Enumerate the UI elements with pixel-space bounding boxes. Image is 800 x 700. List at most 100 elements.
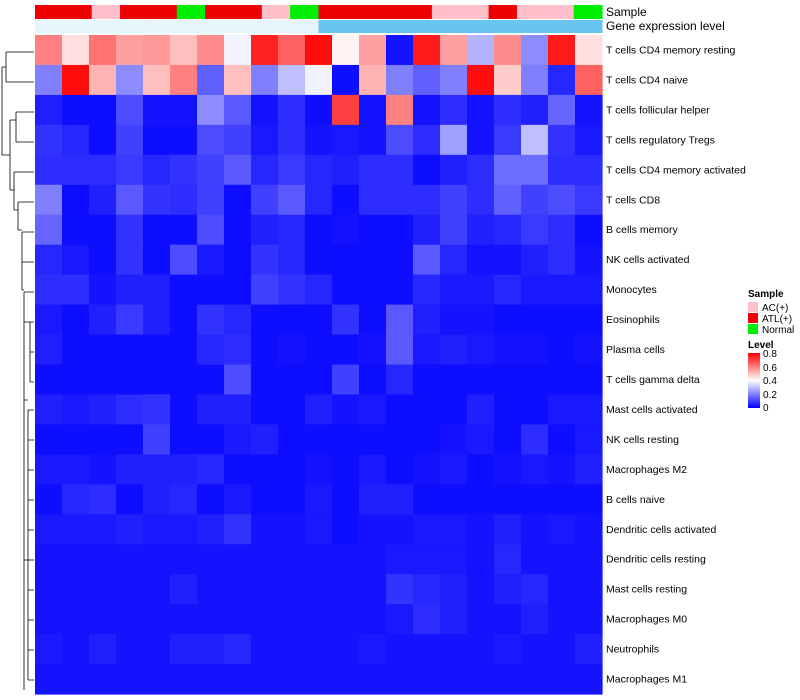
- heatmap-cell: [440, 424, 468, 455]
- row-label: Eosinophils: [606, 314, 660, 326]
- dendrogram-branch: [9, 119, 16, 191]
- heatmap-cell: [89, 514, 117, 545]
- heatmap-cell: [359, 244, 387, 276]
- heatmap-cell: [575, 484, 603, 515]
- heatmap-cell: [413, 484, 441, 515]
- heatmap-cell: [386, 304, 414, 336]
- heatmap-cell: [440, 604, 468, 635]
- heatmap-cell: [386, 334, 414, 366]
- heatmap-cell: [305, 514, 333, 545]
- heatmap-cell: [170, 424, 198, 455]
- heatmap-cell: [143, 124, 171, 156]
- heatmap-cell: [278, 424, 306, 455]
- heatmap-cell: [116, 274, 144, 306]
- heatmap-cell: [143, 514, 171, 545]
- heatmap-cell: [413, 94, 441, 126]
- heatmap-cell: [35, 394, 63, 425]
- heatmap-cell: [62, 64, 90, 96]
- heatmap-cell: [89, 214, 117, 246]
- heatmap-cell: [413, 214, 441, 246]
- heatmap-cell: [494, 64, 522, 96]
- heatmap-cell: [143, 664, 171, 695]
- heatmap-cell: [143, 424, 171, 455]
- heatmap-cell: [548, 484, 576, 515]
- heatmap-cell: [143, 484, 171, 515]
- expression-annotation-cell: [233, 20, 263, 33]
- heatmap-cell: [359, 664, 387, 695]
- heatmap-cell: [197, 334, 225, 366]
- heatmap-cell: [467, 94, 495, 126]
- heatmap-cell: [170, 394, 198, 425]
- heatmap-cell: [332, 124, 360, 156]
- heatmap-cell: [116, 304, 144, 336]
- heatmap-cell: [170, 454, 198, 485]
- expression-annotation-cell: [573, 20, 603, 33]
- heatmap-cell: [575, 634, 603, 665]
- heatmap-cell: [521, 244, 549, 276]
- expression-annotation-cell: [516, 20, 546, 33]
- heatmap-cell: [467, 664, 495, 695]
- heatmap-cell: [62, 544, 90, 575]
- heatmap-cell: [89, 334, 117, 366]
- heatmap-cell: [224, 274, 252, 306]
- heatmap-cell: [251, 94, 279, 126]
- dendrogram-branch: [23, 291, 34, 690]
- dendrogram-branch: [13, 171, 34, 211]
- heatmap-cell: [224, 64, 252, 96]
- heatmap-cell: [440, 364, 468, 396]
- heatmap-cell: [332, 304, 360, 336]
- heatmap-cell: [440, 544, 468, 575]
- row-label: Mast cells resting: [606, 584, 687, 596]
- heatmap-cell: [575, 274, 603, 306]
- heatmap-cell: [575, 94, 603, 126]
- heatmap-cell: [494, 604, 522, 635]
- expression-annotation-cell: [91, 20, 121, 33]
- heatmap-cell: [467, 364, 495, 396]
- heatmap-cell: [305, 244, 333, 276]
- heatmap-cell: [494, 574, 522, 605]
- heatmap-cell: [521, 64, 549, 96]
- heatmap-cell: [494, 514, 522, 545]
- heatmap-cell: [521, 454, 549, 485]
- heatmap-cell: [332, 634, 360, 665]
- heatmap-cell: [467, 604, 495, 635]
- heatmap-cell: [143, 544, 171, 575]
- heatmap-cell: [359, 35, 387, 66]
- heatmap-cell: [224, 334, 252, 366]
- heatmap-cell: [332, 154, 360, 186]
- heatmap-cell: [494, 184, 522, 216]
- dendrogram-branch: [15, 111, 34, 143]
- heatmap-cell: [35, 94, 63, 126]
- heatmap-cell: [224, 664, 252, 695]
- heatmap-cell: [386, 35, 414, 66]
- heatmap-cell: [575, 454, 603, 485]
- level-legend-title: Level: [748, 340, 774, 351]
- heatmap-cell: [305, 334, 333, 366]
- heatmap-cell: [278, 35, 306, 66]
- heatmap-cell: [251, 124, 279, 156]
- heatmap-cell: [413, 364, 441, 396]
- heatmap-cell: [62, 604, 90, 635]
- heatmap-cell: [467, 514, 495, 545]
- row-label: Macrophages M0: [606, 614, 687, 626]
- dendrogram-branch: [29, 321, 34, 383]
- heatmap-cell: [440, 664, 468, 695]
- expression-annotation-cell: [318, 20, 348, 33]
- row-label: NK cells resting: [606, 434, 679, 446]
- heatmap-cell: [332, 394, 360, 425]
- heatmap-cell: [170, 274, 198, 306]
- heatmap-cell: [170, 364, 198, 396]
- heatmap-cell: [386, 274, 414, 306]
- heatmap-cell: [278, 664, 306, 695]
- heatmap-cell: [170, 35, 198, 66]
- heatmap-cell: [224, 124, 252, 156]
- heatmap-cell: [467, 64, 495, 96]
- heatmap-cell: [170, 124, 198, 156]
- heatmap-cell: [197, 214, 225, 246]
- heatmap-cell: [197, 424, 225, 455]
- expression-annotation-cell: [488, 20, 518, 33]
- row-label: T cells CD8: [606, 194, 660, 206]
- heatmap-cell: [359, 184, 387, 216]
- heatmap-cell: [332, 214, 360, 246]
- expression-annotation-cell: [290, 20, 320, 33]
